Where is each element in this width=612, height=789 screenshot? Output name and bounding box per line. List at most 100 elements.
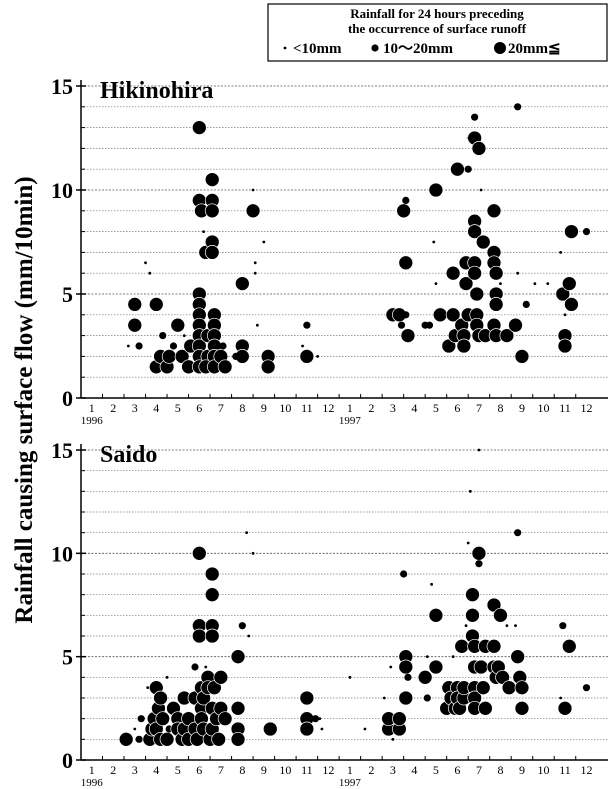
point <box>430 582 434 586</box>
point <box>493 607 508 623</box>
x-tick-label: 2 <box>368 763 374 777</box>
x-tick-label: 2 <box>110 401 116 415</box>
point <box>432 240 436 244</box>
x-tick-label: 1 <box>347 763 353 777</box>
point <box>501 680 517 696</box>
point <box>245 203 261 219</box>
point <box>514 700 530 716</box>
point <box>230 700 246 716</box>
x-tick-label: 6 <box>196 401 202 415</box>
point <box>159 332 167 340</box>
point <box>510 649 526 665</box>
point <box>423 694 431 702</box>
x-tick-label: 6 <box>454 763 460 777</box>
point <box>219 342 227 350</box>
x-tick-label: 5 <box>433 401 439 415</box>
point <box>253 261 257 265</box>
year-label: 1996 <box>81 777 104 789</box>
point <box>450 161 465 177</box>
point <box>204 172 220 187</box>
point <box>546 282 550 285</box>
point <box>299 721 315 737</box>
point <box>382 696 386 700</box>
legend-label: 10～20mm <box>383 41 453 57</box>
point <box>402 196 410 204</box>
point <box>428 607 444 623</box>
point <box>127 297 143 312</box>
point <box>318 717 322 721</box>
x-tick-label: 8 <box>497 401 503 415</box>
y-tick-label: 5 <box>62 282 73 307</box>
legend-label: 20mm≦ <box>508 41 561 57</box>
point <box>392 711 407 727</box>
x-tick-label: 10 <box>279 763 291 777</box>
point <box>417 669 433 685</box>
point <box>397 321 406 329</box>
point <box>486 638 502 654</box>
point <box>486 203 502 219</box>
point <box>213 669 229 685</box>
x-tick-label: 12 <box>322 401 334 415</box>
panel-title: Saido <box>100 442 157 468</box>
point <box>204 566 220 582</box>
x-tick-label: 6 <box>196 763 202 777</box>
point <box>559 696 563 700</box>
point <box>127 317 143 333</box>
point <box>251 188 255 192</box>
point <box>561 638 577 654</box>
point <box>467 224 482 239</box>
year-label: 1997 <box>339 777 362 789</box>
point <box>133 727 137 731</box>
x-tick-label: 3 <box>132 763 138 777</box>
point <box>182 334 186 337</box>
point <box>434 282 438 285</box>
point <box>499 282 502 285</box>
point <box>389 665 393 669</box>
point <box>135 342 143 350</box>
point <box>467 265 482 281</box>
point <box>425 321 434 329</box>
point <box>253 271 257 275</box>
point <box>137 715 145 723</box>
x-tick-label: 4 <box>153 401 159 415</box>
x-tick-label: 5 <box>175 763 181 777</box>
x-tick-label: 8 <box>239 401 245 415</box>
point <box>148 271 152 275</box>
point <box>363 727 367 731</box>
point <box>514 529 522 537</box>
x-tick-label: 2 <box>368 401 374 415</box>
legend-title: the occurrence of surface runoff <box>348 21 527 36</box>
point <box>299 690 315 706</box>
point <box>469 286 485 302</box>
point <box>557 338 573 354</box>
x-tick-label: 9 <box>519 401 525 415</box>
x-tick-label: 10 <box>537 763 549 777</box>
point <box>202 230 206 234</box>
point <box>582 684 591 692</box>
point <box>561 276 577 291</box>
point <box>428 182 444 198</box>
point <box>144 261 147 265</box>
year-label: 1996 <box>81 415 104 427</box>
point <box>514 349 530 364</box>
x-tick-label: 12 <box>580 763 592 777</box>
point <box>582 228 591 236</box>
y-tick-label: 5 <box>62 645 73 670</box>
point <box>255 323 259 327</box>
x-tick-label: 4 <box>411 401 417 415</box>
point <box>161 349 177 364</box>
point <box>400 328 416 343</box>
point <box>475 680 491 696</box>
point <box>191 663 199 671</box>
point <box>191 120 207 135</box>
x-tick-label: 10 <box>537 401 549 415</box>
point <box>211 731 227 747</box>
legend-marker <box>283 46 287 50</box>
point <box>454 638 470 654</box>
point <box>563 313 567 317</box>
point <box>458 276 474 291</box>
point <box>488 265 504 281</box>
x-tick-label: 9 <box>519 763 525 777</box>
x-tick-label: 11 <box>559 401 571 415</box>
point <box>564 297 579 312</box>
